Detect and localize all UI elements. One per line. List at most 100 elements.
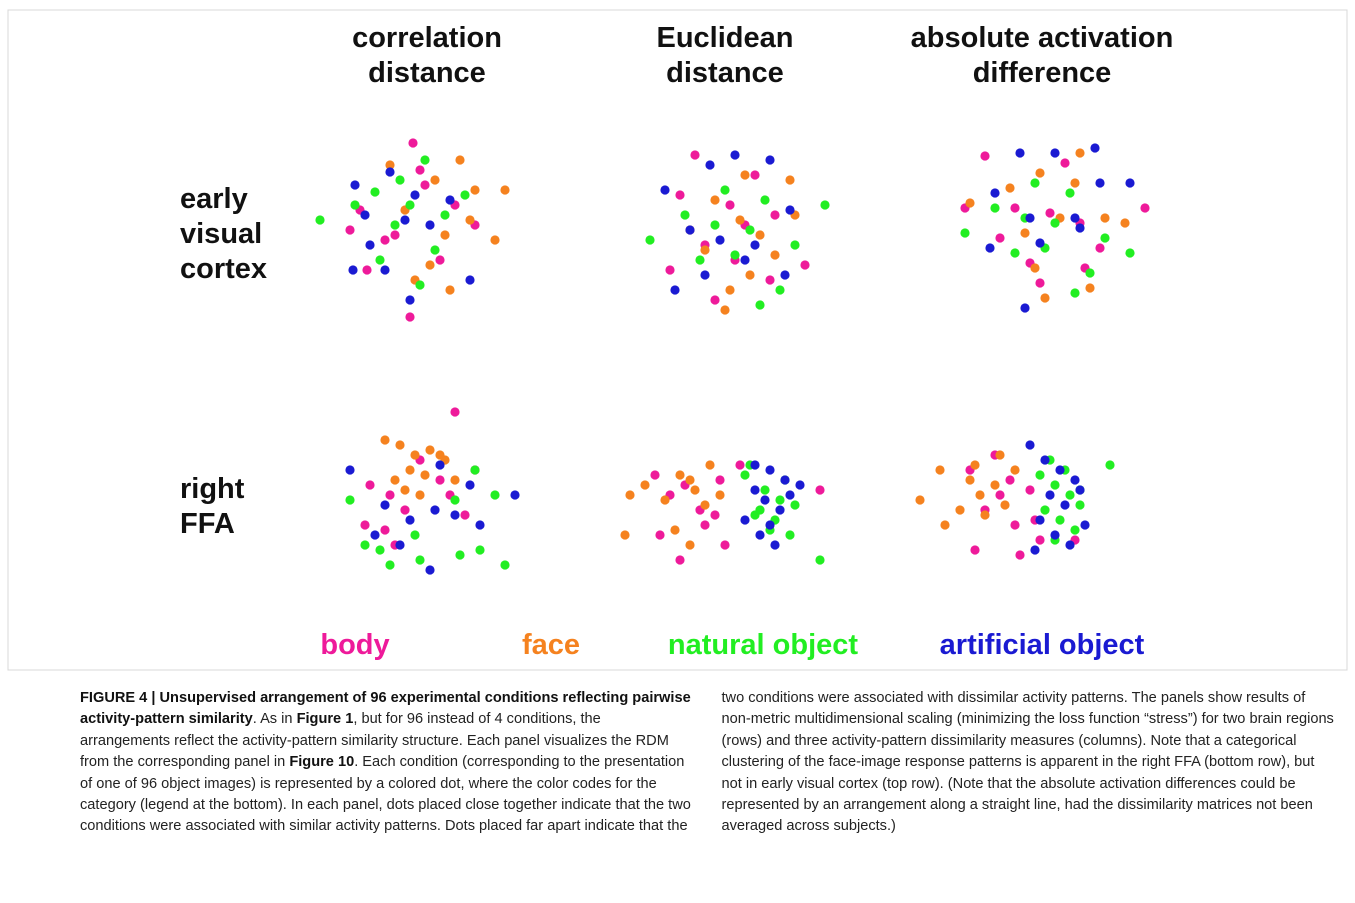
condition-dot — [470, 465, 480, 475]
condition-dot — [455, 155, 465, 165]
condition-dot — [735, 215, 745, 225]
condition-dot — [1020, 228, 1030, 238]
condition-dot — [445, 285, 455, 295]
condition-dot — [765, 155, 775, 165]
condition-dot — [655, 530, 665, 540]
condition-dot — [1070, 178, 1080, 188]
condition-dot — [1040, 293, 1050, 303]
condition-dot — [660, 495, 670, 505]
condition-dot — [960, 228, 970, 238]
condition-dot — [755, 300, 765, 310]
condition-dot — [740, 470, 750, 480]
condition-dot — [715, 235, 725, 245]
condition-dot — [1035, 238, 1045, 248]
condition-dot — [700, 245, 710, 255]
condition-dot — [1055, 515, 1065, 525]
condition-dot — [510, 490, 520, 500]
condition-dot — [790, 500, 800, 510]
condition-dot — [745, 225, 755, 235]
condition-dot — [695, 255, 705, 265]
condition-dot — [350, 180, 360, 190]
condition-dot — [775, 495, 785, 505]
condition-dot — [420, 155, 430, 165]
caption-text: . Each condition (corresponding to the p… — [80, 690, 1334, 835]
legend-label: artificial object — [940, 629, 1145, 661]
column-header: absolute activation — [911, 22, 1174, 54]
condition-dot — [1050, 480, 1060, 490]
condition-dot — [970, 460, 980, 470]
condition-dot — [385, 490, 395, 500]
condition-dot — [410, 450, 420, 460]
caption: FIGURE 4 | Unsupervised arrangement of 9… — [80, 688, 1335, 838]
condition-dot — [710, 295, 720, 305]
condition-dot — [362, 265, 372, 275]
condition-dot — [450, 510, 460, 520]
condition-dot — [1105, 460, 1115, 470]
condition-dot — [785, 530, 795, 540]
condition-dot — [965, 198, 975, 208]
condition-dot — [1015, 148, 1025, 158]
condition-dot — [685, 475, 695, 485]
legend-label: face — [522, 629, 580, 661]
condition-dot — [365, 480, 375, 490]
condition-dot — [360, 210, 370, 220]
condition-dot — [1010, 248, 1020, 258]
condition-dot — [1140, 203, 1150, 213]
condition-dot — [755, 230, 765, 240]
condition-dot — [725, 285, 735, 295]
condition-dot — [1050, 218, 1060, 228]
condition-dot — [450, 495, 460, 505]
condition-dot — [770, 540, 780, 550]
condition-dot — [360, 520, 370, 530]
condition-dot — [955, 505, 965, 515]
condition-dot — [990, 480, 1000, 490]
condition-dot — [730, 150, 740, 160]
caption-bold: FIGURE 4 | Unsupervised arrangement of 9… — [80, 690, 691, 728]
condition-dot — [390, 475, 400, 485]
figure-frame — [7, 9, 1348, 671]
condition-dot — [800, 260, 810, 270]
condition-dot — [760, 495, 770, 505]
condition-dot — [395, 440, 405, 450]
condition-dot — [450, 475, 460, 485]
condition-dot — [1050, 530, 1060, 540]
condition-dot — [370, 187, 380, 197]
condition-dot — [770, 210, 780, 220]
condition-dot — [700, 520, 710, 530]
column-header: correlation — [352, 22, 502, 54]
condition-dot — [1080, 520, 1090, 530]
condition-dot — [765, 465, 775, 475]
condition-dot — [470, 185, 480, 195]
condition-dot — [430, 505, 440, 515]
condition-dot — [660, 185, 670, 195]
condition-dot — [430, 245, 440, 255]
condition-dot — [1000, 500, 1010, 510]
condition-dot — [750, 240, 760, 250]
condition-dot — [390, 220, 400, 230]
condition-dot — [675, 555, 685, 565]
condition-dot — [710, 510, 720, 520]
condition-dot — [970, 545, 980, 555]
condition-dot — [500, 185, 510, 195]
condition-dot — [1090, 143, 1100, 153]
condition-dot — [1060, 500, 1070, 510]
condition-dot — [440, 230, 450, 240]
condition-dot — [380, 265, 390, 275]
condition-dot — [685, 540, 695, 550]
condition-dot — [1020, 303, 1030, 313]
condition-dot — [680, 210, 690, 220]
condition-dot — [815, 485, 825, 495]
condition-dot — [370, 530, 380, 540]
condition-dot — [755, 530, 765, 540]
condition-dot — [345, 465, 355, 475]
condition-dot — [670, 525, 680, 535]
condition-dot — [1075, 148, 1085, 158]
condition-dot — [380, 235, 390, 245]
condition-dot — [415, 280, 425, 290]
condition-dot — [1095, 243, 1105, 253]
condition-dot — [465, 275, 475, 285]
condition-dot — [990, 188, 1000, 198]
condition-dot — [710, 220, 720, 230]
condition-dot — [940, 520, 950, 530]
condition-dot — [405, 465, 415, 475]
